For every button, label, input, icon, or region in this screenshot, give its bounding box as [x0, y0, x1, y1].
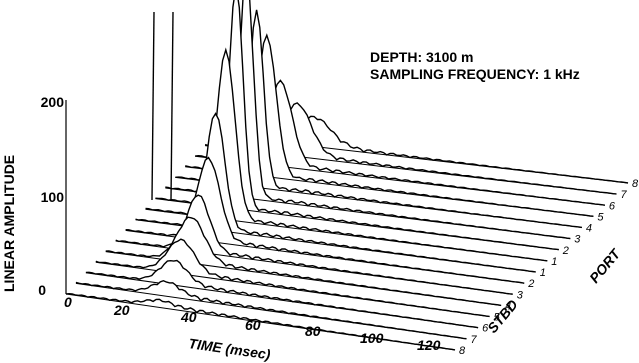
trace-mask [205, 102, 617, 195]
y-tick-label: 100 [41, 189, 65, 205]
trace-line [75, 279, 467, 340]
clipped-peak-line [151, 11, 155, 201]
port-tick-label: 7 [621, 189, 628, 201]
trace-mask [105, 217, 502, 306]
stbd-tick-label: 2 [527, 278, 534, 290]
port-tick-label: 1 [551, 256, 557, 268]
x-tick-label: 120 [417, 337, 441, 353]
port-tick-label: 4 [586, 223, 592, 235]
stbd-tick-label: 6 [482, 323, 489, 335]
x-tick-label: 0 [64, 294, 72, 310]
sampling-frequency-annotation: SAMPLING FREQUENCY: 1 kHz [370, 66, 580, 82]
trace-mask [165, 0, 571, 239]
stbd-tick-label: 1 [540, 267, 546, 279]
trace-mask [145, 49, 548, 261]
port-tick-label: 3 [574, 234, 581, 246]
y-tick-label: 200 [41, 94, 65, 110]
port-tick-label: 2 [562, 245, 569, 257]
trace-mask [85, 260, 479, 328]
trace-baseline [85, 272, 479, 329]
y-tick-label: 0 [38, 282, 46, 298]
trace-baseline [65, 293, 456, 351]
trace-group [65, 0, 629, 351]
trace-baseline [75, 282, 467, 340]
x-tick-label: 80 [305, 323, 321, 339]
trace-mask [185, 35, 594, 217]
port-tick-label: 6 [609, 200, 616, 212]
x-tick-label: 20 [113, 302, 130, 318]
trace-mask [215, 116, 628, 183]
port-tick-label: 5 [597, 211, 604, 223]
x-tick-label: 40 [180, 309, 197, 325]
stbd-tick-label: 4 [505, 301, 511, 313]
stbd-tick-label: 5 [494, 312, 501, 324]
stbd-tick-label: 7 [471, 334, 478, 346]
clipped-peak-line [170, 11, 174, 201]
stbd-tick-label: 8 [459, 345, 466, 357]
depth-annotation: DEPTH: 3100 m [370, 49, 473, 65]
port-tick-label: 8 [632, 178, 639, 190]
trace-mask [95, 239, 490, 317]
stbd-tick-label: 3 [517, 289, 524, 301]
x-axis-label: TIME (msec) [188, 335, 272, 362]
y-axis-label: LINEAR AMPLITUDE [1, 155, 17, 292]
port-label: PORT [586, 245, 624, 286]
